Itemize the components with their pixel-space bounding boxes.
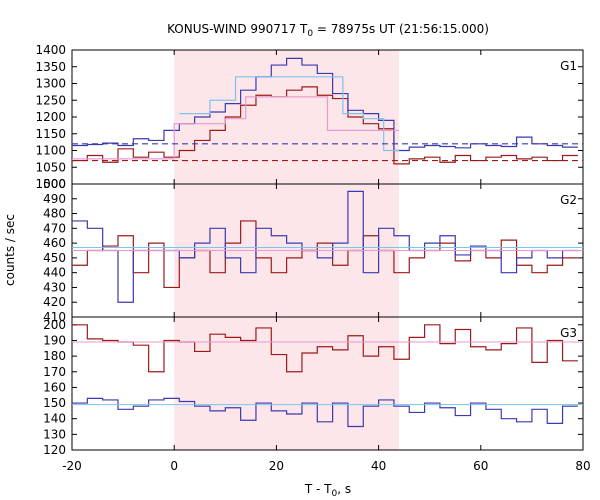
y-tick-label: 410 [43, 310, 66, 324]
series-model-pink [72, 96, 400, 160]
y-tick-label: 480 [43, 207, 66, 221]
chart-title-subscript: 0 [307, 29, 313, 39]
x-axis-label: T - T0, s [304, 482, 351, 499]
x-axis-label-rest: , s [337, 482, 351, 496]
y-tick-label: 140 [43, 412, 66, 426]
y-tick-label: 170 [43, 365, 66, 379]
y-tick-label: 190 [43, 333, 66, 347]
x-tick-label: 20 [269, 459, 284, 473]
x-axis-label-main: T - T [304, 482, 332, 496]
y-tick-label: 420 [43, 295, 66, 309]
panel-label: G2 [560, 193, 577, 207]
chart-title: KONUS-WIND 990717 T0 = 78975s UT (21:56:… [167, 22, 489, 39]
y-tick-label: 470 [43, 221, 66, 235]
y-tick-label: 180 [43, 349, 66, 363]
x-tick-label: -20 [62, 459, 82, 473]
panel-frame [71, 316, 584, 451]
series-model-light_blue [179, 76, 400, 152]
y-tick-label: 430 [43, 280, 66, 294]
x-tick-label: 40 [371, 459, 386, 473]
panel-label: G3 [560, 326, 577, 340]
y-tick-label: 1250 [35, 93, 66, 107]
y-tick-label: 450 [43, 251, 66, 265]
series-step-dark_red [72, 86, 578, 165]
x-tick-label: 80 [575, 459, 590, 473]
y-tick-label: 1300 [35, 77, 66, 91]
y-tick-label: 200 [43, 318, 66, 332]
y-tick-label: 1050 [35, 160, 66, 174]
y-tick-label: 1400 [35, 43, 66, 57]
x-tick-label: 60 [473, 459, 488, 473]
y-tick-label: 120 [43, 443, 66, 457]
series-step-dark_red [72, 324, 578, 373]
y-tick-label: 1150 [35, 127, 66, 141]
y-tick-label: 150 [43, 396, 66, 410]
y-tick-label: 1200 [35, 110, 66, 124]
y-tick-label: 490 [43, 192, 66, 206]
y-tick-label: 160 [43, 380, 66, 394]
series-step-dark_red [72, 220, 578, 289]
panel-label: G1 [560, 59, 577, 73]
y-tick-label: 440 [43, 266, 66, 280]
y-tick-label: 1350 [35, 60, 66, 74]
y-tick-label: 1000 [35, 177, 66, 191]
chart-title-main: KONUS-WIND 990717 T [167, 22, 308, 36]
y-axis-label: counts / sec [3, 214, 17, 286]
y-tick-label: 1100 [35, 144, 66, 158]
plot-area: -20 0 20 40 60 80 1000 1050 1100 1150 1200 1250 1300… [35, 43, 590, 473]
y-tick-label: 130 [43, 427, 66, 441]
series-step-blue [72, 57, 578, 152]
series-step-blue [72, 397, 578, 428]
x-tick-label: 0 [170, 459, 178, 473]
y-tick-label: 460 [43, 236, 66, 250]
y-tick-label: 500 [43, 177, 66, 191]
x-axis-label-subscript: 0 [332, 489, 338, 499]
chart-title-rest: = 78975s UT (21:56:15.000) [313, 22, 489, 36]
